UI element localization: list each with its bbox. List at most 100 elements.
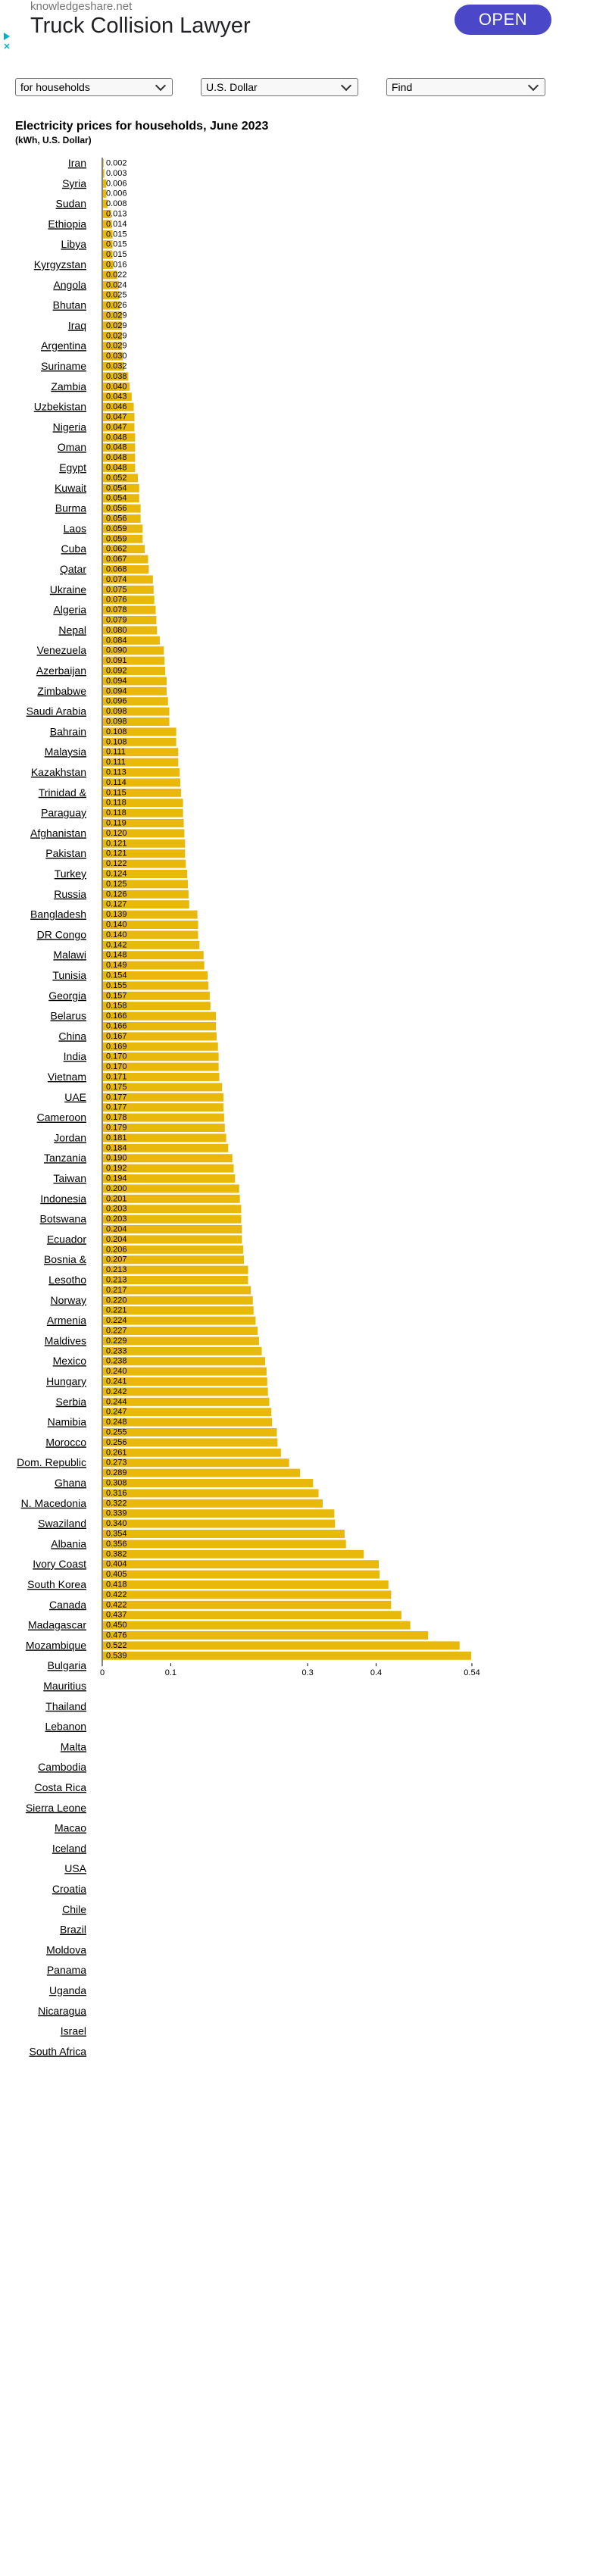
bar [103, 1265, 248, 1274]
x-tick-label: 0.1 [165, 1668, 176, 1677]
bar [103, 514, 141, 523]
value-label: 0.405 [106, 1570, 127, 1579]
bar [103, 1143, 229, 1152]
country-label: Chile [62, 1903, 86, 1915]
value-label: 0.047 [106, 423, 127, 432]
value-label: 0.242 [106, 1387, 127, 1396]
bar [103, 220, 112, 229]
value-label: 0.192 [106, 1164, 127, 1173]
value-label: 0.014 [106, 220, 127, 229]
bar [103, 413, 135, 421]
bar [103, 1387, 268, 1396]
bar [103, 545, 145, 554]
value-label: 0.054 [106, 494, 127, 503]
ad-choices-icon[interactable] [3, 29, 11, 52]
bar [103, 1367, 267, 1376]
country-label: South Africa [30, 2045, 87, 2057]
value-label: 0.240 [106, 1367, 127, 1376]
ad-title[interactable]: Truck Collision Lawyer [30, 14, 251, 38]
value-label: 0.006 [106, 189, 127, 199]
bar [103, 169, 105, 178]
currency-select[interactable]: U.S. Dollar [201, 78, 358, 96]
category-select[interactable]: for households [15, 78, 173, 96]
value-label: 0.356 [106, 1540, 127, 1549]
country-label: Burma [55, 502, 86, 514]
value-label: 0.111 [106, 758, 126, 767]
country-label: Vietnam [48, 1071, 86, 1083]
country-label: Oman [58, 441, 86, 453]
value-label: 0.029 [106, 311, 127, 320]
country-label: Malaysia [45, 746, 86, 758]
bar [103, 1458, 289, 1468]
country-label: Bahrain [50, 725, 86, 737]
country-label: Nepal [58, 624, 86, 636]
bar [103, 1276, 248, 1284]
value-label: 0.167 [106, 1032, 127, 1041]
x-tick-label: 0.4 [370, 1668, 382, 1677]
value-label: 0.422 [106, 1600, 127, 1609]
country-label: Ghana [55, 1477, 86, 1489]
country-label: Sierra Leone [26, 1802, 86, 1814]
country-label: Suriname [41, 360, 86, 372]
country-label: Pakistan [45, 847, 86, 859]
currency-select-value: U.S. Dollar [206, 81, 258, 93]
country-label: Uganda [49, 1984, 86, 1996]
value-label: 0.038 [106, 372, 127, 381]
value-label: 0.170 [106, 1062, 127, 1071]
country-label: Iraq [68, 319, 86, 331]
bar [103, 1113, 224, 1122]
value-label: 0.092 [106, 667, 127, 676]
value-label: 0.048 [106, 464, 127, 473]
value-label: 0.233 [106, 1346, 127, 1355]
find-select[interactable]: Find [386, 78, 545, 96]
bar [103, 1002, 211, 1011]
value-label: 0.166 [106, 1011, 127, 1021]
bar [103, 1560, 380, 1569]
value-label: 0.476 [106, 1631, 127, 1640]
bar [103, 1154, 233, 1163]
bar [103, 1438, 278, 1447]
country-label: Madagascar [28, 1619, 86, 1631]
bar [103, 1296, 253, 1305]
bar [103, 1641, 460, 1650]
value-label: 0.158 [106, 1002, 127, 1011]
bar [103, 250, 113, 259]
ad-open-button[interactable]: OPEN [454, 5, 551, 35]
value-label: 0.080 [106, 626, 127, 635]
bar [103, 210, 111, 218]
bar [103, 240, 113, 249]
bar [103, 1346, 262, 1355]
bar [103, 555, 148, 564]
country-label: Albania [51, 1537, 86, 1549]
bar [103, 1336, 259, 1346]
value-label: 0.142 [106, 940, 127, 949]
value-label: 0.154 [106, 971, 127, 980]
bar [103, 727, 176, 736]
country-label: Qatar [60, 563, 86, 575]
value-label: 0.322 [106, 1499, 127, 1508]
value-label: 0.114 [106, 778, 127, 787]
country-label: Mozambique [26, 1639, 86, 1651]
ad-banner[interactable]: knowledgeshare.net Truck Collision Lawye… [0, 0, 567, 52]
bar [103, 342, 123, 351]
bar [103, 605, 156, 614]
value-label: 0.204 [106, 1235, 127, 1244]
value-label: 0.118 [106, 799, 127, 808]
value-label: 0.084 [106, 636, 127, 645]
value-label: 0.166 [106, 1022, 127, 1031]
country-label: Tanzania [44, 1152, 86, 1164]
value-label: 0.177 [106, 1103, 127, 1112]
value-label: 0.206 [106, 1245, 127, 1254]
bar [103, 534, 143, 543]
bar [103, 575, 153, 584]
bar [103, 474, 138, 483]
value-label: 0.113 [106, 768, 127, 777]
country-label: Moldova [46, 1943, 86, 1955]
value-label: 0.090 [106, 646, 127, 655]
bar [103, 1519, 336, 1528]
value-label: 0.067 [106, 555, 127, 564]
bar [103, 616, 157, 624]
bar [103, 686, 167, 696]
value-label: 0.203 [106, 1215, 127, 1224]
country-label: Sudan [56, 198, 86, 210]
